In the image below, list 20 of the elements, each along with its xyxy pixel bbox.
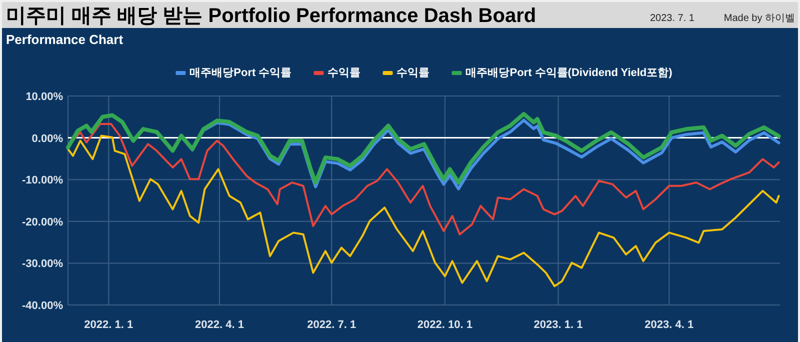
legend-label: 매주배당Port 수익률	[190, 67, 292, 79]
x-tick-label: 2023. 1. 1	[534, 319, 583, 331]
y-tick-label: 0.00%	[32, 132, 64, 145]
x-tick-label: 2023. 4. 1	[644, 319, 694, 331]
x-tick-label: 2022. 7. 1	[307, 319, 356, 331]
legend-label: 수익률	[328, 67, 361, 79]
legend-label: 수익률	[396, 67, 430, 79]
legend-label: 매주배당Port 수익률(Dividend Yield포함)	[466, 67, 673, 79]
x-tick-label: 2022. 10. 1	[417, 319, 472, 331]
chart-subtitle: Performance Chart	[6, 32, 124, 47]
x-tick-label: 2022. 4. 1	[195, 319, 244, 331]
x-tick-label: 2022. 1. 1	[84, 319, 134, 331]
y-tick-label: -10.00%	[22, 174, 64, 187]
text: 2023. 7. 1	[650, 13, 695, 24]
y-tick-label: -40.00%	[22, 300, 64, 312]
text: Made by 하이벨	[724, 13, 795, 24]
title: 미주미 매주 배당 받는 Portfolio Performance Dash Board	[6, 5, 536, 27]
y-tick-label: -20.00%	[22, 216, 64, 228]
y-tick-label: 10.00%	[26, 91, 64, 103]
y-tick-label: -30.00%	[22, 258, 64, 270]
